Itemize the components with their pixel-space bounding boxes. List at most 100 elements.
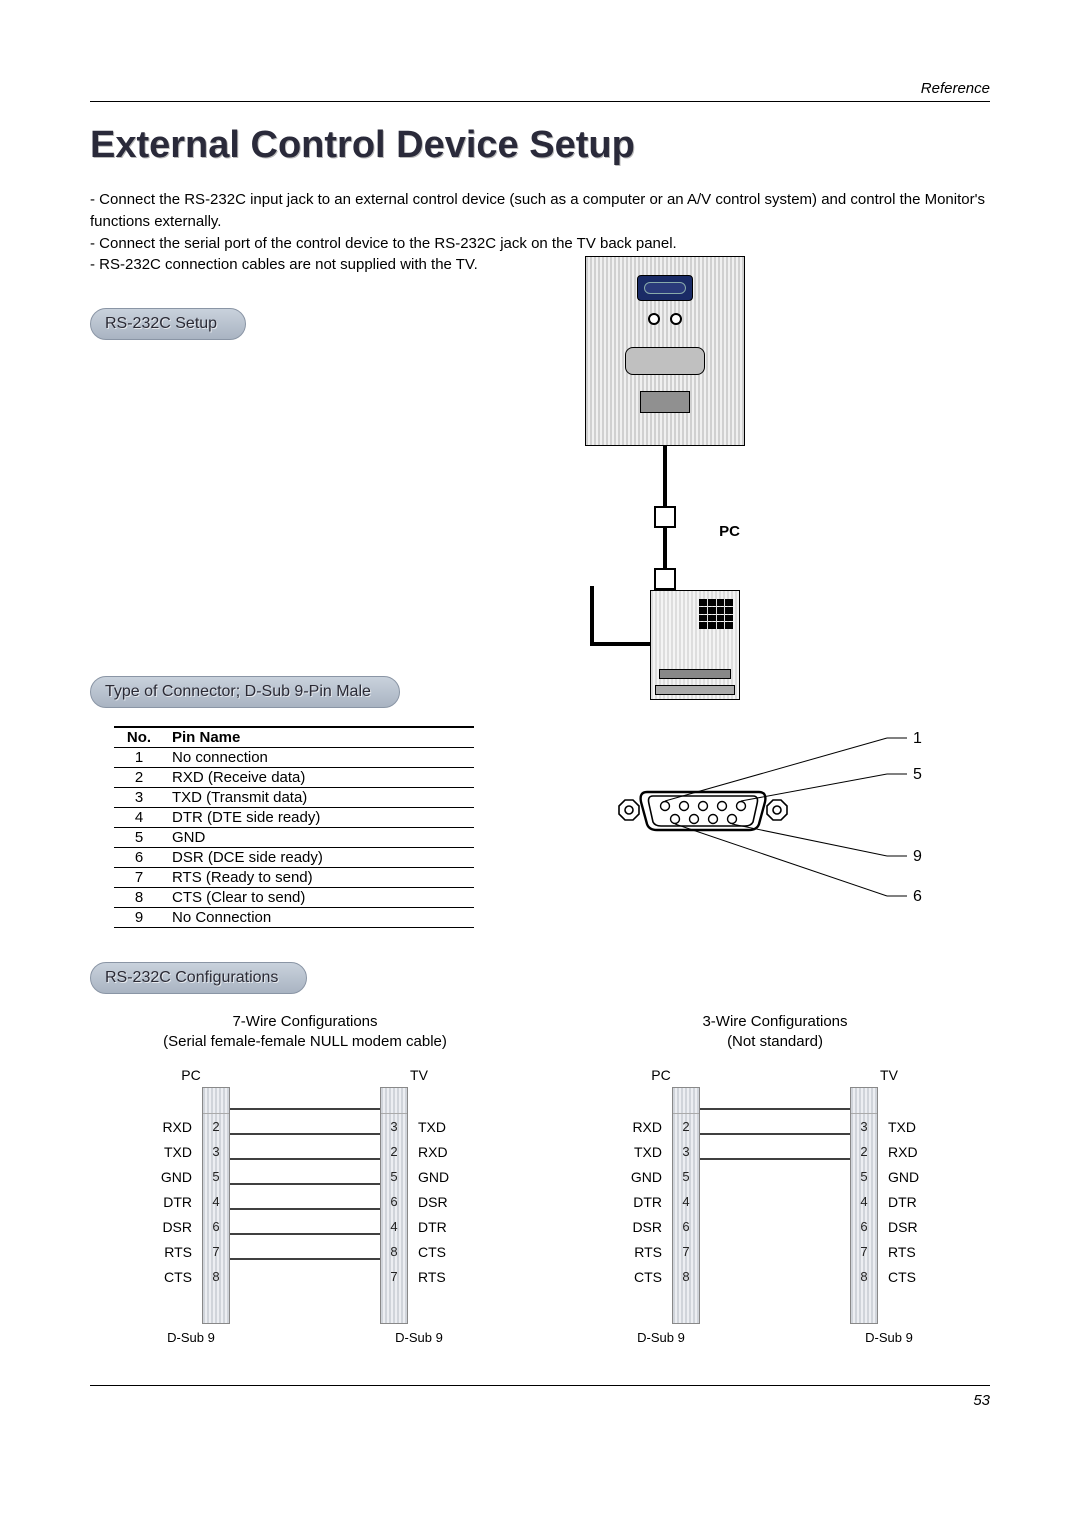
signal-label: RTS [418,1265,458,1290]
pin-no: 8 [114,888,164,908]
page-number: 53 [90,1392,990,1409]
pc-pinstack: 2354678 [202,1087,230,1324]
pin-no: 5 [114,828,164,848]
db9-connector-diagram: 1 5 9 6 [524,726,990,916]
cfg-title-line: 3-Wire Configurations [702,1013,847,1030]
intro-bullet: RS-232C connection cables are not suppli… [90,254,990,276]
pin-number: 4 [682,1189,689,1214]
tv-pinstack: 3256487 [380,1087,408,1324]
signal-label: RTS [152,1240,192,1265]
signal-label: CTS [622,1265,662,1290]
callout-5: 5 [913,766,922,783]
pin-name: CTS (Clear to send) [164,888,474,908]
pin-name: No connection [164,748,474,768]
pin-number: 3 [390,1114,397,1139]
cfg-title-line: 7-Wire Configurations [232,1013,377,1030]
tv-signal-labels: TXDRXDGNDDSRDTRCTSRTS [412,1087,458,1290]
pin-table: No.Pin Name 1No connection 2RXD (Receive… [114,726,474,928]
callout-9: 9 [913,848,922,865]
tv-back-panel-icon [585,256,745,446]
signal-label: DTR [418,1215,458,1240]
pin-no: 6 [114,848,164,868]
pin-no: 4 [114,808,164,828]
section-pill-setup: RS-232C Setup [90,308,246,340]
pin-no: 9 [114,908,164,928]
config-3wire: 3-Wire Configurations (Not standard) PC … [560,1012,990,1345]
pin-number: 8 [860,1264,867,1289]
pin-name: GND [164,828,474,848]
pin-number: 5 [390,1164,397,1189]
signal-label: TXD [418,1115,458,1140]
pc-tower-icon [650,590,740,700]
signal-label: RXD [622,1115,662,1140]
setup-illustration: PC [340,308,990,648]
signal-label: TXD [152,1140,192,1165]
pin-name: DTR (DTE side ready) [164,808,474,828]
signal-label: RXD [152,1115,192,1140]
pin-no: 7 [114,868,164,888]
pin-number: 7 [212,1239,219,1264]
pin-number: 5 [860,1164,867,1189]
signal-label: RTS [622,1240,662,1265]
signal-label: DSR [888,1215,928,1240]
config-7wire: 7-Wire Configurations (Serial female-fem… [90,1012,520,1345]
dsub-label: D-Sub 9 [167,1330,215,1345]
page-title: External Control Device Setup [90,124,990,167]
signal-label: TXD [622,1140,662,1165]
tv-header: TV [410,1067,428,1083]
pin-number: 7 [390,1264,397,1289]
pin-number: 3 [212,1139,219,1164]
pc-signal-labels: RXDTXDGNDDTRDSRRTSCTS [622,1087,668,1290]
signal-label: RXD [418,1140,458,1165]
pin-no: 2 [114,768,164,788]
signal-label: GND [888,1165,928,1190]
section-pill-connector: Type of Connector; D-Sub 9-Pin Male [90,676,400,708]
pin-name: RTS (Ready to send) [164,868,474,888]
signal-label: DTR [152,1190,192,1215]
pc-header: PC [651,1067,670,1083]
pin-number: 4 [390,1214,397,1239]
pin-table-header: No. [114,727,164,748]
pin-number: 3 [682,1139,689,1164]
pin-number: 6 [390,1189,397,1214]
pin-number: 7 [682,1239,689,1264]
dsub-label: D-Sub 9 [637,1330,685,1345]
bottom-rule [90,1385,990,1386]
signal-label: GND [622,1165,662,1190]
pin-table-header: Pin Name [164,727,474,748]
wiring-lines-7w [230,1067,380,1297]
signal-label: DSR [418,1190,458,1215]
pin-number: 6 [860,1214,867,1239]
pin-name: RXD (Receive data) [164,768,474,788]
signal-label: DSR [622,1215,662,1240]
pin-number: 6 [682,1214,689,1239]
signal-label: GND [152,1165,192,1190]
signal-label: DTR [622,1190,662,1215]
pin-no: 3 [114,788,164,808]
pc-pinstack: 2354678 [672,1087,700,1324]
cfg-title-line: (Not standard) [727,1033,823,1050]
signal-label: TXD [888,1115,928,1140]
pin-number: 3 [860,1114,867,1139]
pin-name: DSR (DCE side ready) [164,848,474,868]
signal-label: CTS [418,1240,458,1265]
pin-number: 2 [860,1139,867,1164]
pin-no: 1 [114,748,164,768]
pin-number: 2 [390,1139,397,1164]
signal-label: DSR [152,1215,192,1240]
pin-number: 8 [212,1264,219,1289]
pin-number: 7 [860,1239,867,1264]
intro-bullet: Connect the serial port of the control d… [90,233,990,255]
pc-signal-labels: RXDTXDGNDDTRDSRRTSCTS [152,1087,198,1290]
section-pill-configs: RS-232C Configurations [90,962,307,994]
signal-label: RTS [888,1240,928,1265]
signal-label: GND [418,1165,458,1190]
dsub-label: D-Sub 9 [395,1330,443,1345]
pin-number: 2 [682,1114,689,1139]
pin-name: No Connection [164,908,474,928]
intro-bullet: Connect the RS-232C input jack to an ext… [90,189,990,233]
callout-1: 1 [913,730,922,747]
tv-signal-labels: TXDRXDGNDDTRDSRRTSCTS [882,1087,928,1290]
pc-label: PC [719,523,740,540]
section-header-ref: Reference [90,80,990,97]
